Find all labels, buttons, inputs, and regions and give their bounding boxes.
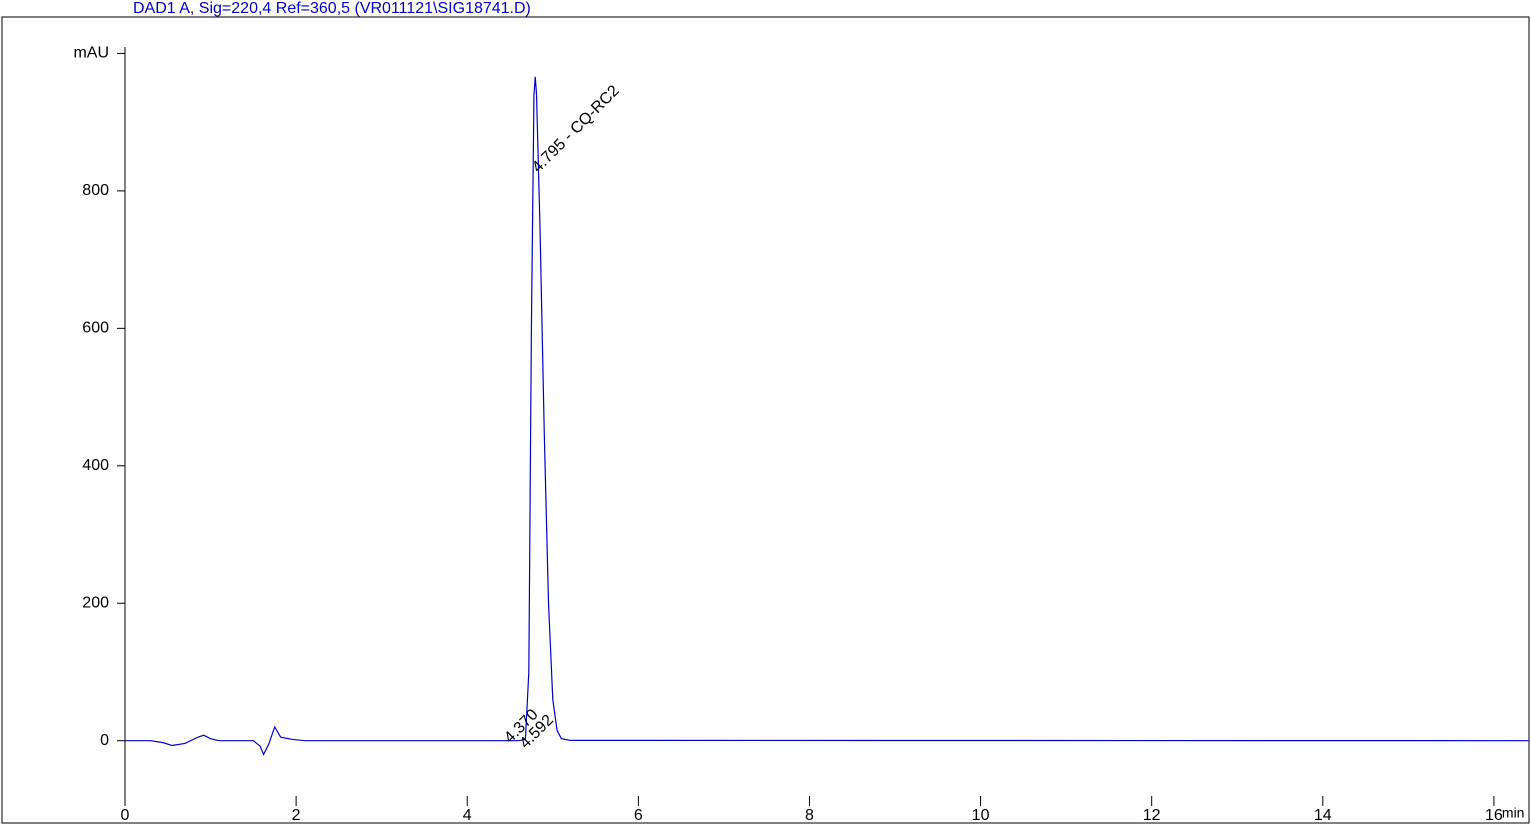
x-axis-label: min [1502,805,1525,821]
x-tick-label: 2 [292,807,301,824]
x-tick-label: 12 [1143,807,1161,824]
x-tick-label: 4 [463,807,472,824]
x-tick-label: 6 [634,807,643,824]
y-tick-label: 600 [82,320,109,337]
x-tick-label: 14 [1314,807,1332,824]
y-tick-label: 800 [82,182,109,199]
x-tick-label: 0 [121,807,130,824]
frame [1,16,1530,824]
peak-label: 4.795 - CQ-RC2 [529,82,623,176]
x-tick-label: 16 [1485,807,1503,824]
x-tick-label: 10 [972,807,990,824]
chart-title: DAD1 A, Sig=220,4 Ref=360,5 (VR011121\SI… [133,0,531,17]
y-tick-label: 400 [82,457,109,474]
x-tick-label: 8 [805,807,814,824]
y-tick-label: 200 [82,594,109,611]
y-axis-label: mAU [73,45,109,62]
y-tick-label: 0 [100,732,109,749]
signal-line [125,76,1530,756]
